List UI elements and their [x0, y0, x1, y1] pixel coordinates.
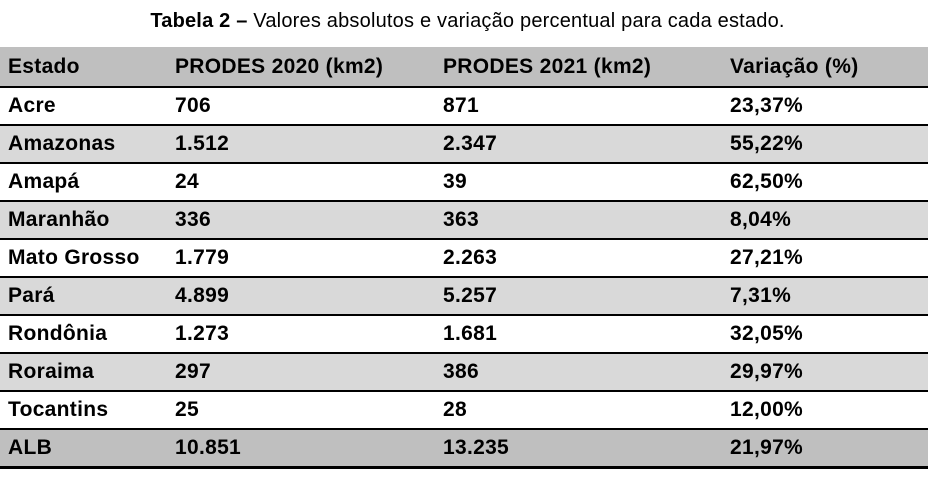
- variation-value-cell: 62,50%: [730, 170, 804, 193]
- prodes-2021-value-cell: 39: [443, 170, 467, 193]
- table-row: Rondônia 1.273 1.681 32,05%: [0, 315, 928, 353]
- state-name-cell: Mato Grosso: [8, 246, 140, 269]
- column-header-estado: Estado: [8, 54, 80, 78]
- prodes-2021-value-cell: 5.257: [443, 284, 498, 307]
- prodes-2020-value-cell: 1.512: [175, 132, 230, 155]
- prodes-2021-value-cell: 13.235: [443, 435, 510, 459]
- prodes-2021-value-cell: 1.681: [443, 322, 498, 345]
- table-body: Acre 706 871 23,37% Amazonas 1.512 2.347 55,22%…: [0, 87, 928, 467]
- table-header: Estado PRODES 2020 (km2) PRODES 2021 (km…: [0, 47, 928, 87]
- table-row: Amapá 24 39 62,50%: [0, 163, 928, 201]
- prodes-2020-value-cell: 336: [175, 208, 211, 231]
- variation-value-cell: 7,31%: [730, 284, 792, 307]
- table-row: Acre 706 871 23,37%: [0, 87, 928, 125]
- column-header-prodes-2021: PRODES 2021 (km2): [443, 54, 652, 78]
- variation-value-cell: 21,97%: [730, 435, 804, 459]
- prodes-2020-value-cell: 706: [175, 94, 211, 117]
- prodes-2021-value-cell: 28: [443, 398, 467, 421]
- prodes-2021-value-cell: 386: [443, 360, 479, 383]
- table-row: Tocantins 25 28 12,00%: [0, 391, 928, 429]
- table-row: Amazonas 1.512 2.347 55,22%: [0, 125, 928, 163]
- prodes-2020-value-cell: 297: [175, 360, 211, 383]
- table-row: Maranhão 336 363 8,04%: [0, 201, 928, 239]
- table-header-row: Estado PRODES 2020 (km2) PRODES 2021 (km…: [0, 47, 928, 87]
- prodes-2020-value-cell: 4.899: [175, 284, 230, 307]
- prodes-2020-value-cell: 1.779: [175, 246, 230, 269]
- variation-value-cell: 12,00%: [730, 398, 804, 421]
- table-total-row: ALB 10.851 13.235 21,97%: [0, 429, 928, 467]
- state-name-cell: Maranhão: [8, 208, 110, 231]
- state-name-cell: Amapá: [8, 170, 80, 193]
- prodes-2021-value-cell: 871: [443, 94, 479, 117]
- prodes-2020-value-cell: 24: [175, 170, 199, 193]
- table-row: Mato Grosso 1.779 2.263 27,21%: [0, 239, 928, 277]
- column-header-prodes-2020: PRODES 2020 (km2): [175, 54, 384, 78]
- state-name-cell: Tocantins: [8, 398, 109, 421]
- table-row: Roraima 297 386 29,97%: [0, 353, 928, 391]
- variation-value-cell: 55,22%: [730, 132, 804, 155]
- prodes-2020-value-cell: 10.851: [175, 435, 242, 459]
- variation-value-cell: 32,05%: [730, 322, 804, 345]
- column-header-variacao: Variação (%): [730, 54, 859, 78]
- table-caption-number: Tabela 2 –: [150, 10, 248, 32]
- prodes-2021-value-cell: 2.263: [443, 246, 498, 269]
- prodes-2020-value-cell: 1.273: [175, 322, 230, 345]
- prodes-2021-value-cell: 2.347: [443, 132, 498, 155]
- data-table: Estado PRODES 2020 (km2) PRODES 2021 (km…: [0, 47, 928, 469]
- state-name-cell: Roraima: [8, 360, 95, 383]
- table-caption-text: Valores absolutos e variação percentual …: [247, 10, 785, 32]
- table-caption: Tabela 2 – Valores absolutos e variação …: [0, 0, 935, 36]
- table-row: Pará 4.899 5.257 7,31%: [0, 277, 928, 315]
- prodes-2020-value-cell: 25: [175, 398, 199, 421]
- state-name-cell: Amazonas: [8, 132, 116, 155]
- state-name-cell: Acre: [8, 94, 56, 117]
- state-name-cell: ALB: [8, 435, 53, 459]
- variation-value-cell: 23,37%: [730, 94, 804, 117]
- variation-value-cell: 8,04%: [730, 208, 792, 231]
- prodes-2021-value-cell: 363: [443, 208, 479, 231]
- variation-value-cell: 29,97%: [730, 360, 804, 383]
- state-name-cell: Pará: [8, 284, 55, 307]
- state-name-cell: Rondônia: [8, 322, 108, 345]
- variation-value-cell: 27,21%: [730, 246, 804, 269]
